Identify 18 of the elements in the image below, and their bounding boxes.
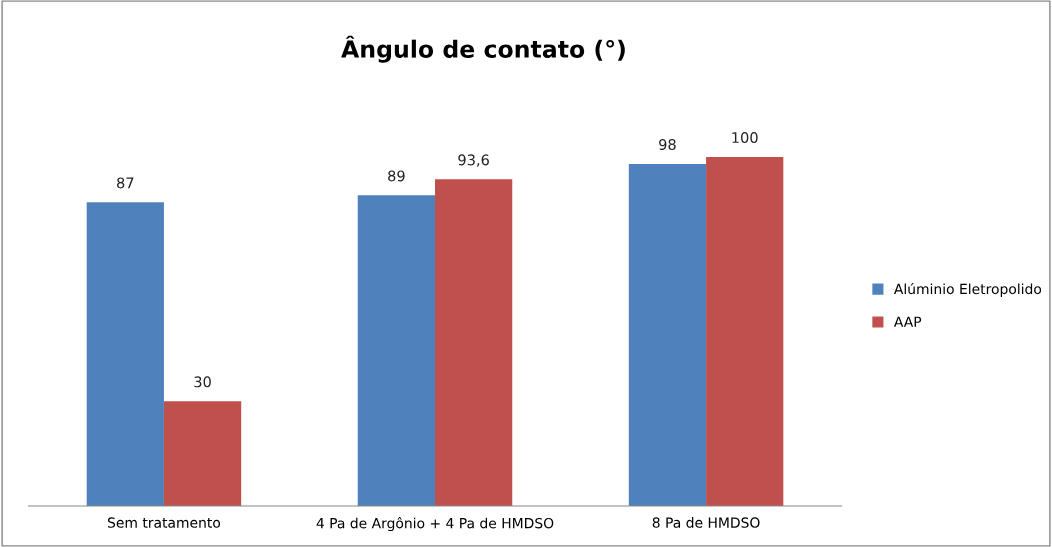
- x-tick-label: 4 Pa de Argônio + 4 Pa de HMDSO: [316, 517, 554, 532]
- legend-label: AAP: [893, 316, 922, 327]
- bar: [706, 156, 784, 506]
- legend-label: Alúminio Eletropolido: [893, 282, 1042, 297]
- bar: [86, 202, 164, 506]
- data-label: 30: [194, 376, 211, 388]
- bar: [435, 179, 513, 506]
- x-tick-label: 8 Pa de HMDSO: [652, 517, 760, 528]
- data-label: 89: [388, 170, 405, 182]
- data-label: 100: [732, 132, 758, 144]
- chart-title: Ângulo de contato (°): [341, 35, 625, 63]
- data-label: 98: [659, 139, 676, 151]
- bar: [163, 401, 242, 506]
- x-tick-label: Sem tratamento: [107, 517, 221, 528]
- data-label: 87: [117, 177, 134, 189]
- bar: [628, 163, 707, 506]
- bar: [357, 195, 435, 506]
- data-label: 93,6: [458, 154, 489, 167]
